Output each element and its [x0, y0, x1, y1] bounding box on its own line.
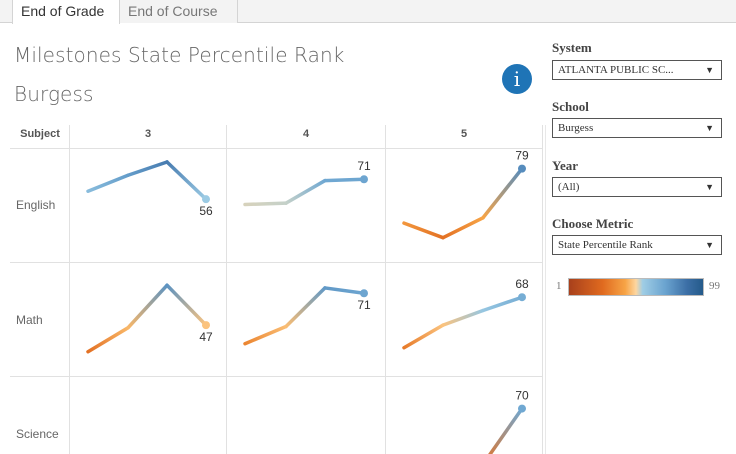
- sparkline-segment: [488, 406, 524, 454]
- metric-dropdown[interactable]: State Percentile Rank ▼: [552, 235, 722, 255]
- page-title: Milestones State Percentile Rank: [14, 43, 345, 67]
- sparkline-grid: 56 71 79 47 71 68 70: [86, 149, 529, 454]
- sparkline-segment: [402, 221, 445, 240]
- sparkline-endpoint[interactable]: [518, 164, 526, 173]
- sparkline-endpoint[interactable]: [518, 404, 526, 413]
- sparkline-value-label: 71: [357, 298, 371, 312]
- grade-4-header: 4: [302, 128, 310, 140]
- school-dropdown[interactable]: Burgess ▼: [552, 118, 722, 138]
- chevron-down-icon: ▼: [705, 240, 714, 250]
- sparkline-segment: [323, 177, 366, 183]
- grid-line: [226, 125, 227, 454]
- sparkline-value-label: 71: [357, 159, 371, 173]
- chevron-down-icon: ▼: [705, 65, 714, 75]
- sparkline-segment: [481, 166, 524, 220]
- grid-line: [10, 376, 542, 377]
- grid-line: [10, 262, 542, 263]
- sparkline-segment: [402, 323, 445, 350]
- info-icon[interactable]: i: [502, 64, 532, 94]
- tab-end-of-grade[interactable]: End of Grade: [12, 0, 120, 24]
- metric-dropdown-value: State Percentile Rank: [558, 239, 653, 251]
- chevron-down-icon: ▼: [705, 182, 714, 192]
- color-legend-bar: [568, 278, 704, 296]
- grade-5-header: 5: [460, 128, 468, 140]
- sparkline-segment: [126, 160, 169, 178]
- tab-bar: End of Grade End of Course: [0, 0, 736, 24]
- sparkline-segment: [165, 160, 208, 201]
- sparkline-value-label: 68: [515, 277, 529, 291]
- subject-column-header: Subject: [20, 128, 60, 140]
- sparkline-segment: [323, 286, 366, 295]
- grid-line: [542, 125, 543, 454]
- sparkline-value-label: 79: [515, 149, 529, 163]
- school-subtitle: Burgess: [14, 82, 94, 106]
- sparkline-endpoint[interactable]: [202, 195, 210, 204]
- chevron-down-icon: ▼: [705, 123, 714, 133]
- sidebar-divider: [545, 125, 546, 454]
- sparkline-endpoint[interactable]: [360, 289, 368, 298]
- grade-3-header: 3: [144, 128, 152, 140]
- sparkline-segment: [165, 283, 208, 327]
- row-label-english: English: [16, 198, 56, 212]
- row-label-math: Math: [16, 313, 43, 327]
- grid-line: [69, 125, 70, 454]
- system-dropdown-value: ATLANTA PUBLIC SC...: [558, 64, 674, 76]
- row-label-science: Science: [16, 427, 59, 441]
- sparkline-endpoint[interactable]: [360, 175, 368, 184]
- year-dropdown[interactable]: (All) ▼: [552, 177, 722, 197]
- sparkline-value-label: 70: [515, 389, 529, 403]
- legend-min-value: 1: [556, 280, 562, 292]
- sparkline-value-label: 56: [199, 204, 213, 218]
- sparkline-segment: [86, 326, 130, 354]
- grid-line: [10, 148, 542, 149]
- sparkline-segment: [284, 286, 327, 329]
- grid-line: [385, 125, 386, 454]
- sparkline-segment: [243, 324, 288, 346]
- sparkline-endpoint[interactable]: [518, 293, 526, 302]
- year-filter-label: Year: [552, 158, 578, 173]
- sparkline-segment: [243, 201, 288, 207]
- school-dropdown-value: Burgess: [558, 122, 594, 134]
- sparkline-segment: [86, 173, 130, 193]
- school-filter-label: School: [552, 99, 589, 114]
- sparkline-segment: [284, 178, 327, 205]
- system-dropdown[interactable]: ATLANTA PUBLIC SC... ▼: [552, 60, 722, 80]
- year-dropdown-value: (All): [558, 181, 580, 193]
- metric-filter-label: Choose Metric: [552, 216, 634, 231]
- sparkline-value-label: 47: [199, 330, 213, 344]
- sparkline-segment: [126, 283, 169, 330]
- sparkline-segment: [441, 216, 485, 240]
- sparkline-endpoint[interactable]: [202, 321, 210, 330]
- sparkline-segment: [441, 308, 485, 327]
- legend-max-value: 99: [709, 280, 720, 292]
- system-filter-label: System: [552, 40, 592, 55]
- sparkline-segment: [481, 295, 524, 313]
- tab-end-of-course[interactable]: End of Course: [120, 0, 238, 23]
